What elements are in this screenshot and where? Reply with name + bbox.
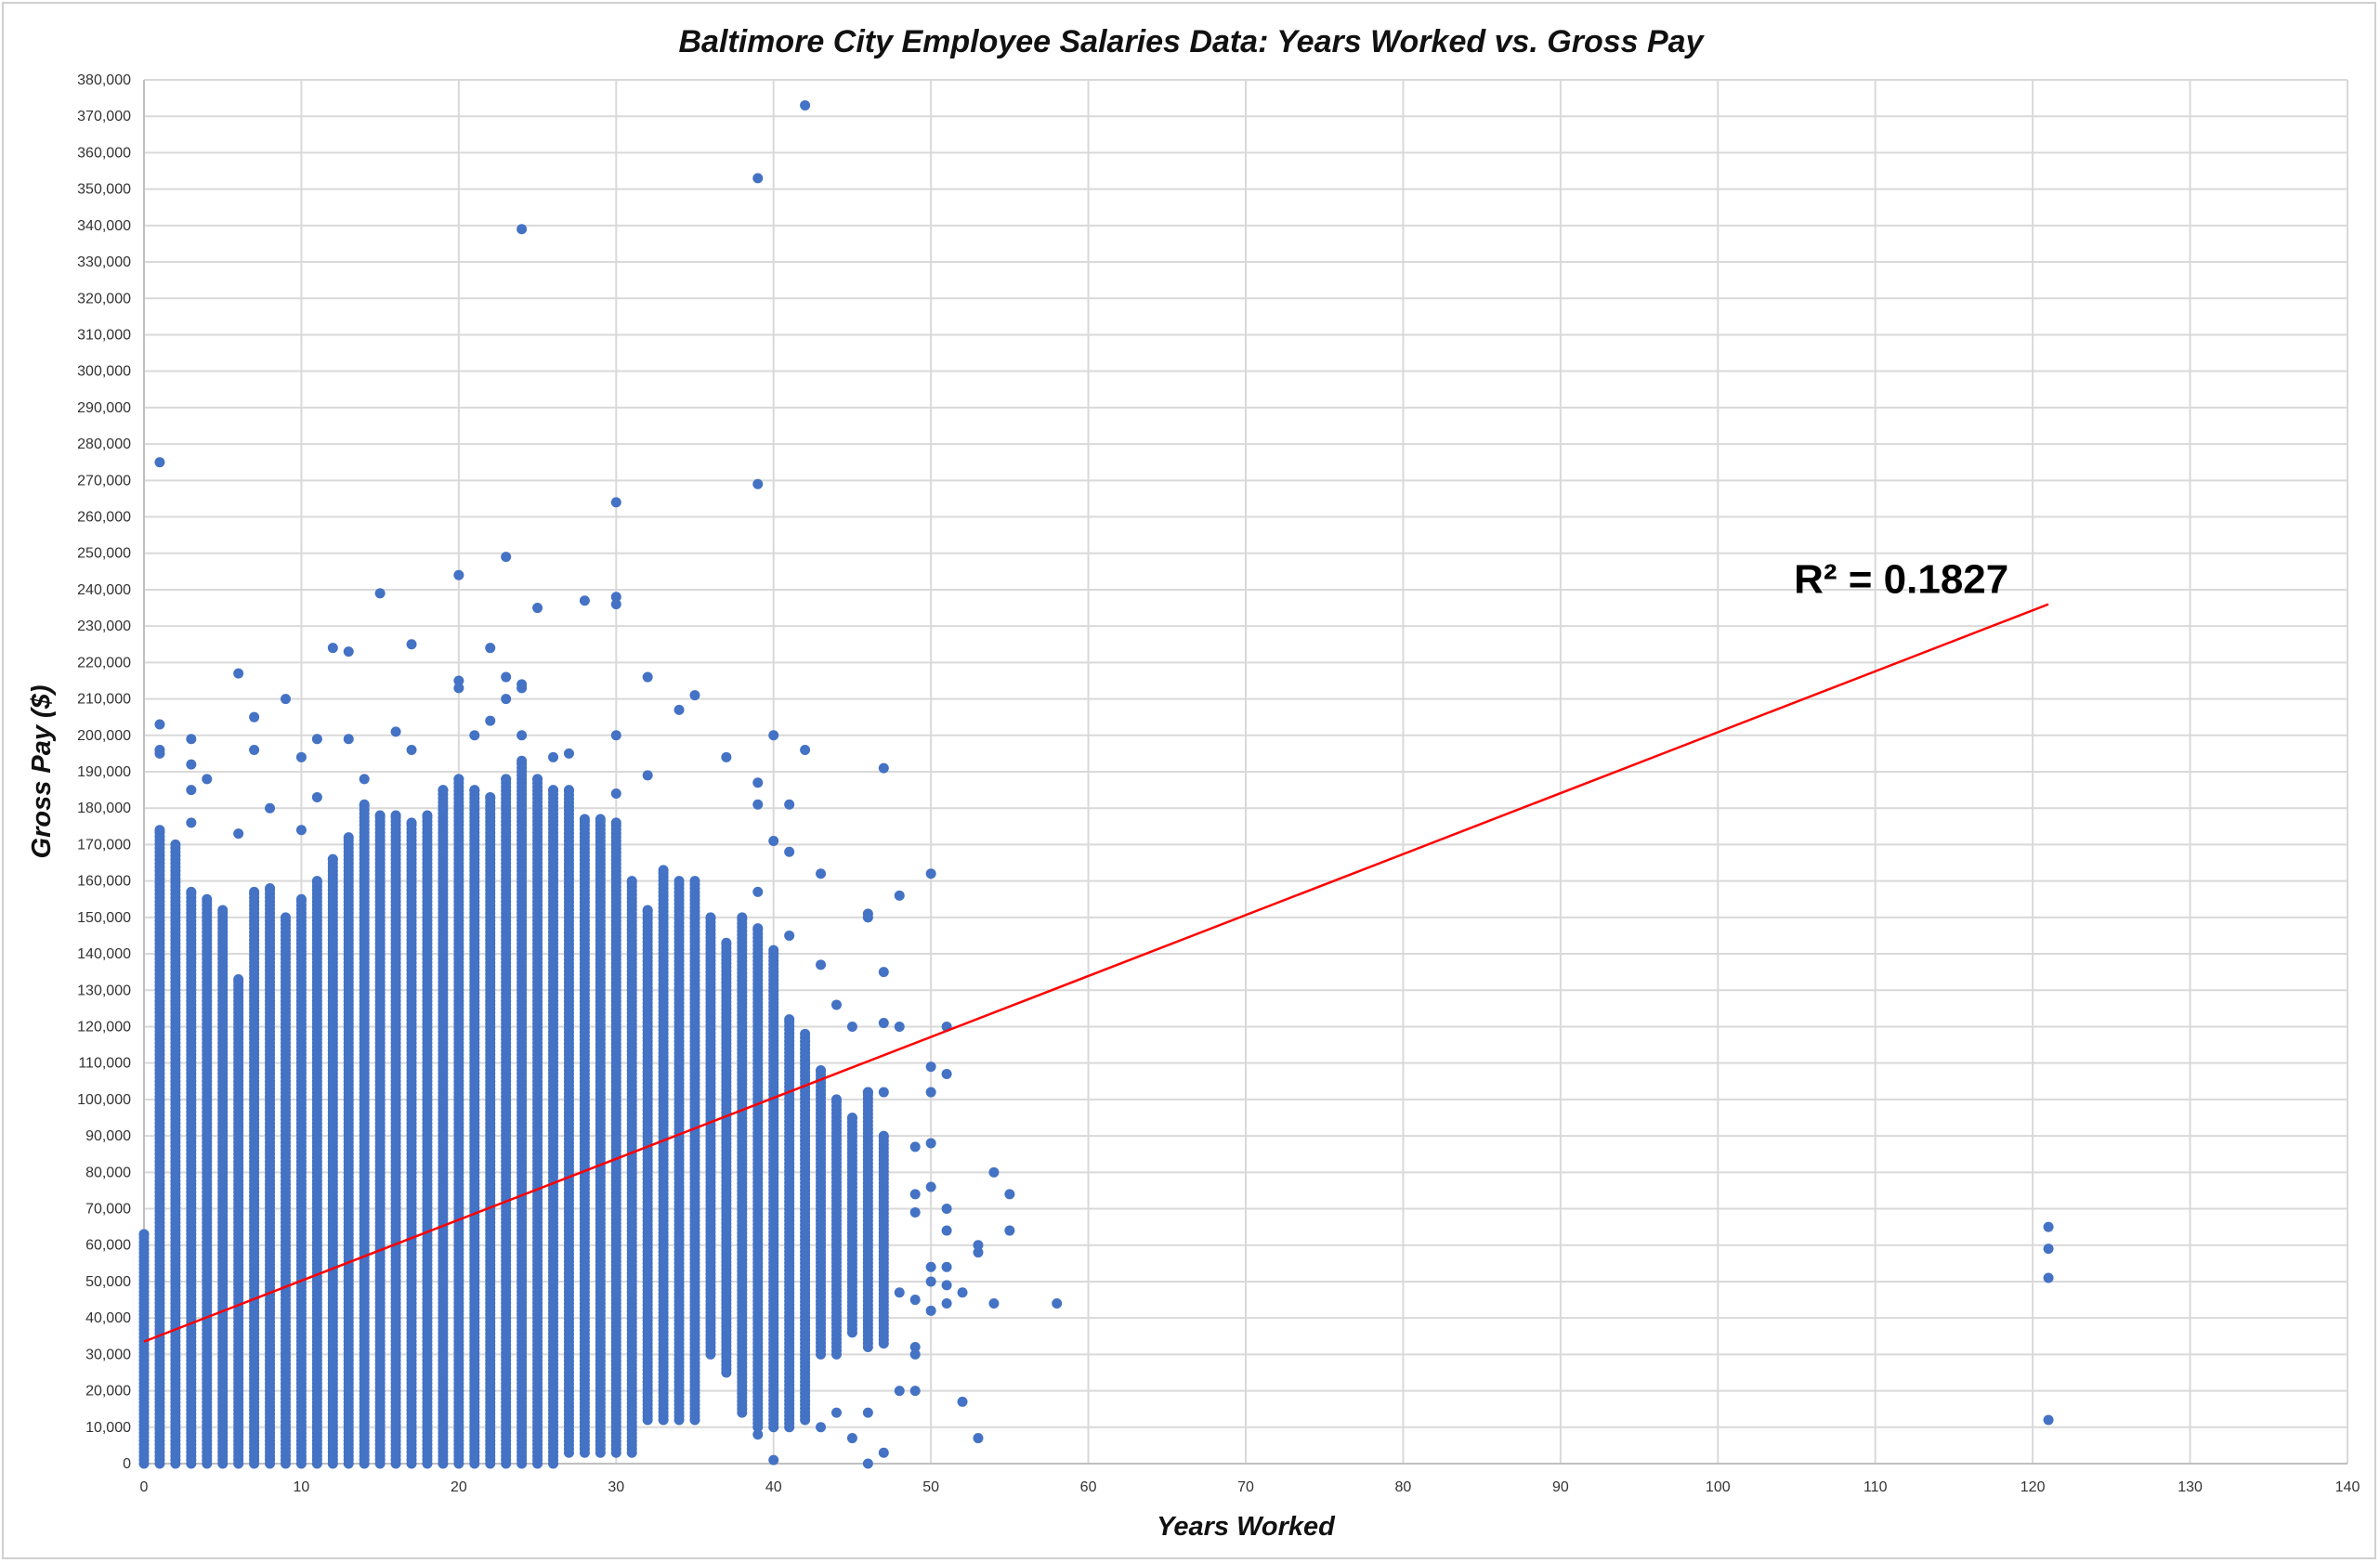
y-tick-label: 380,000 bbox=[77, 72, 131, 88]
data-point bbox=[265, 882, 276, 893]
y-tick-label: 350,000 bbox=[77, 182, 131, 198]
y-axis-tick-labels: 0 10,000 20,000 30,000 40,000 50,000 60,000 70,… bbox=[77, 72, 131, 1472]
data-point bbox=[453, 774, 464, 785]
x-tick-label: 60 bbox=[1080, 1479, 1097, 1495]
y-tick-label: 340,000 bbox=[77, 218, 131, 234]
x-tick-label: 100 bbox=[1706, 1479, 1731, 1495]
y-tick-label: 10,000 bbox=[85, 1420, 131, 1436]
data-point bbox=[311, 876, 322, 887]
data-point bbox=[422, 810, 433, 821]
y-tick-label: 110,000 bbox=[78, 1056, 131, 1072]
x-tick-label: 110 bbox=[1863, 1479, 1888, 1495]
data-point bbox=[595, 814, 606, 825]
x-tick-label: 0 bbox=[140, 1479, 149, 1495]
x-tick-label: 90 bbox=[1552, 1479, 1569, 1495]
data-point bbox=[390, 810, 401, 821]
x-tick-label: 140 bbox=[2335, 1479, 2360, 1495]
data-points bbox=[138, 99, 2054, 1469]
data-point bbox=[517, 755, 528, 766]
y-tick-label: 60,000 bbox=[85, 1238, 131, 1254]
data-point bbox=[327, 853, 338, 865]
data-point bbox=[138, 1229, 150, 1240]
data-point bbox=[233, 974, 244, 984]
y-tick-label: 20,000 bbox=[85, 1384, 131, 1400]
y-tick-label: 230,000 bbox=[77, 619, 131, 634]
y-tick-label: 280,000 bbox=[77, 436, 131, 452]
y-tick-label: 360,000 bbox=[77, 145, 131, 161]
y-tick-label: 330,000 bbox=[77, 254, 131, 270]
data-point bbox=[202, 893, 213, 905]
y-tick-label: 320,000 bbox=[77, 291, 131, 306]
y-tick-label: 160,000 bbox=[77, 874, 131, 890]
data-point bbox=[217, 905, 229, 916]
y-tick-label: 100,000 bbox=[77, 1092, 131, 1108]
y-tick-label: 220,000 bbox=[77, 655, 131, 671]
x-tick-label: 30 bbox=[608, 1479, 624, 1495]
data-point bbox=[249, 886, 260, 897]
x-tick-label: 130 bbox=[2177, 1479, 2203, 1495]
y-tick-label: 210,000 bbox=[77, 692, 131, 708]
x-tick-label: 50 bbox=[922, 1479, 939, 1495]
data-point bbox=[438, 785, 449, 796]
data-point bbox=[579, 814, 590, 825]
data-point bbox=[343, 832, 354, 843]
x-tick-label: 70 bbox=[1237, 1479, 1254, 1495]
data-point bbox=[548, 785, 559, 796]
y-tick-label: 170,000 bbox=[77, 837, 131, 853]
y-tick-label: 0 bbox=[123, 1456, 131, 1472]
y-tick-label: 300,000 bbox=[77, 364, 131, 380]
y-tick-label: 180,000 bbox=[77, 801, 131, 816]
data-point bbox=[295, 893, 307, 905]
data-point bbox=[406, 817, 417, 828]
y-tick-label: 50,000 bbox=[85, 1274, 131, 1290]
x-tick-label: 120 bbox=[2020, 1479, 2046, 1495]
y-tick-label: 120,000 bbox=[77, 1019, 131, 1035]
y-tick-label: 240,000 bbox=[77, 582, 131, 598]
y-tick-label: 260,000 bbox=[77, 510, 131, 526]
y-tick-label: 150,000 bbox=[77, 910, 131, 926]
data-point bbox=[485, 791, 496, 802]
y-tick-label: 130,000 bbox=[77, 983, 131, 998]
y-tick-label: 270,000 bbox=[77, 473, 131, 488]
y-tick-label: 80,000 bbox=[85, 1165, 131, 1180]
data-point bbox=[280, 912, 291, 923]
data-point bbox=[170, 839, 181, 850]
data-point bbox=[359, 799, 370, 810]
data-point bbox=[469, 785, 480, 796]
y-tick-label: 70,000 bbox=[85, 1202, 131, 1218]
x-tick-label: 10 bbox=[294, 1479, 310, 1495]
x-axis-tick-labels: 0 10 20 30 40 50 60 70 80 90 100 110 120 130 140 bbox=[140, 1479, 2360, 1495]
data-point bbox=[374, 810, 386, 821]
y-tick-label: 40,000 bbox=[85, 1310, 131, 1326]
data-point bbox=[563, 785, 574, 796]
y-tick-label: 290,000 bbox=[77, 400, 131, 416]
y-tick-label: 190,000 bbox=[77, 764, 131, 780]
data-point bbox=[501, 774, 512, 785]
x-tick-label: 20 bbox=[451, 1479, 467, 1495]
y-tick-label: 90,000 bbox=[85, 1128, 131, 1144]
y-tick-label: 140,000 bbox=[77, 946, 131, 962]
y-tick-label: 250,000 bbox=[77, 546, 131, 562]
data-point bbox=[532, 774, 543, 785]
y-tick-label: 30,000 bbox=[85, 1347, 131, 1362]
x-tick-label: 40 bbox=[765, 1479, 782, 1495]
y-tick-label: 200,000 bbox=[77, 728, 131, 744]
y-tick-label: 310,000 bbox=[77, 327, 131, 343]
y-tick-label: 370,000 bbox=[77, 109, 131, 124]
data-point bbox=[154, 825, 165, 836]
chart-title: Baltimore City Employee Salaries Data: Y… bbox=[679, 24, 1706, 59]
data-point bbox=[186, 886, 197, 897]
scatter-chart: Baltimore City Employee Salaries Data: Y… bbox=[27, 24, 2360, 1542]
x-tick-label: 80 bbox=[1395, 1479, 1412, 1495]
